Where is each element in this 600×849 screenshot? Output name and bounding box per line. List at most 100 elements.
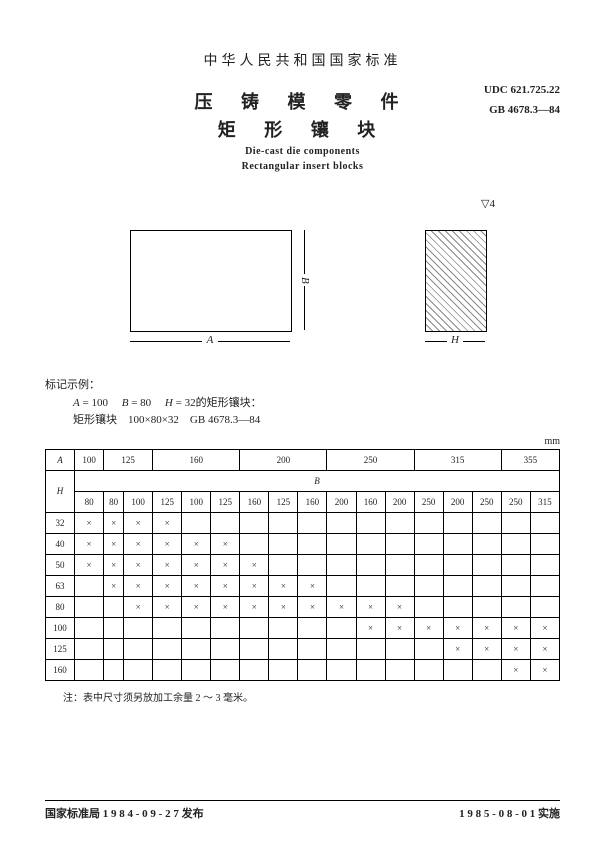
table-cell	[501, 554, 530, 575]
table-cell	[240, 533, 269, 554]
table-cell: ×	[104, 512, 124, 533]
table-cell	[414, 512, 443, 533]
b-value: 80	[75, 491, 104, 512]
table-cell: ×	[472, 638, 501, 659]
a-value: 200	[240, 449, 327, 470]
table-cell	[269, 659, 298, 680]
b-value: 250	[414, 491, 443, 512]
table-cell: ×	[443, 617, 472, 638]
table-cell	[327, 533, 356, 554]
marking-line2: 矩形镶块 100×80×32 GB 4678.3—84	[73, 412, 560, 430]
table-cell: ×	[269, 575, 298, 596]
table-cell: ×	[385, 617, 414, 638]
table-cell	[472, 596, 501, 617]
table-cell: ×	[182, 575, 211, 596]
table-cell	[385, 575, 414, 596]
table-cell: ×	[153, 596, 182, 617]
table-cell: ×	[472, 617, 501, 638]
table-cell	[414, 575, 443, 596]
table-cell: ×	[124, 596, 153, 617]
table-note: 注：表中尺寸须另放加工余量 2 ～ 3 毫米。	[63, 689, 560, 704]
table-cell	[472, 575, 501, 596]
table-cell: ×	[211, 554, 240, 575]
table-cell	[327, 638, 356, 659]
table-cell: ×	[104, 575, 124, 596]
std-code: GB 4678.3—84	[470, 104, 560, 116]
table-cell: ×	[124, 575, 153, 596]
table-cell	[104, 659, 124, 680]
table-cell	[356, 533, 385, 554]
table-cell: ×	[240, 575, 269, 596]
table-cell: ×	[153, 554, 182, 575]
b-value: 250	[501, 491, 530, 512]
table-cell	[356, 554, 385, 575]
table-cell: ×	[530, 659, 559, 680]
b-value: 80	[104, 491, 124, 512]
table-cell	[298, 617, 327, 638]
nation-title: 中华人民共和国国家标准	[45, 50, 560, 70]
table-cell	[269, 638, 298, 659]
table-cell	[472, 533, 501, 554]
a-value: 125	[104, 449, 153, 470]
unit-label: mm	[45, 436, 560, 447]
table-cell	[182, 638, 211, 659]
dimension-a: A	[130, 334, 290, 348]
table-cell	[443, 533, 472, 554]
table-cell	[414, 596, 443, 617]
table-cell	[298, 638, 327, 659]
title-zh-1: 压 铸 模 零 件	[135, 88, 470, 114]
footer: 国家标准局 1 9 8 4 - 0 9 - 2 7 发布 1 9 8 5 - 0…	[45, 800, 560, 821]
table-cell: ×	[298, 596, 327, 617]
b-value: 200	[443, 491, 472, 512]
table-cell	[414, 554, 443, 575]
table-cell	[385, 533, 414, 554]
table-cell	[269, 512, 298, 533]
a-value: 250	[327, 449, 414, 470]
table-cell	[443, 596, 472, 617]
table-cell	[269, 617, 298, 638]
table-cell: ×	[501, 659, 530, 680]
table-cell	[501, 533, 530, 554]
a-value: 160	[153, 449, 240, 470]
table-cell: ×	[443, 638, 472, 659]
table-cell: ×	[75, 512, 104, 533]
a-value: 315	[414, 449, 501, 470]
table-cell	[211, 512, 240, 533]
table-cell: ×	[501, 617, 530, 638]
table-cell	[530, 533, 559, 554]
table-cell	[75, 575, 104, 596]
h-value: 125	[46, 638, 75, 659]
table-cell	[182, 512, 211, 533]
table-cell	[356, 659, 385, 680]
table-cell	[472, 659, 501, 680]
table-cell	[385, 512, 414, 533]
table-cell: ×	[327, 596, 356, 617]
table-cell	[240, 659, 269, 680]
a-value: 355	[501, 449, 559, 470]
table-cell	[443, 575, 472, 596]
h-value: 40	[46, 533, 75, 554]
b-value: 250	[472, 491, 501, 512]
table-cell	[501, 512, 530, 533]
table-cell	[414, 638, 443, 659]
table-cell: ×	[124, 554, 153, 575]
table-cell: ×	[153, 512, 182, 533]
standard-codes: UDC 621.725.22 GB 4678.3—84	[470, 84, 560, 124]
h-value: 50	[46, 554, 75, 575]
col-h-header: H	[46, 470, 75, 512]
table-cell: ×	[414, 617, 443, 638]
table-cell: ×	[182, 596, 211, 617]
table-cell	[443, 554, 472, 575]
side-view-rect	[425, 230, 487, 332]
table-cell: ×	[269, 596, 298, 617]
b-value: 160	[356, 491, 385, 512]
table-cell	[298, 512, 327, 533]
table-cell	[327, 554, 356, 575]
table-cell: ×	[530, 638, 559, 659]
table-cell	[443, 512, 472, 533]
surface-finish-symbol: ▽4	[481, 197, 495, 210]
dimension-h: H	[425, 334, 485, 348]
table-cell	[356, 575, 385, 596]
dimension-b: B	[297, 230, 311, 330]
table-cell	[472, 554, 501, 575]
